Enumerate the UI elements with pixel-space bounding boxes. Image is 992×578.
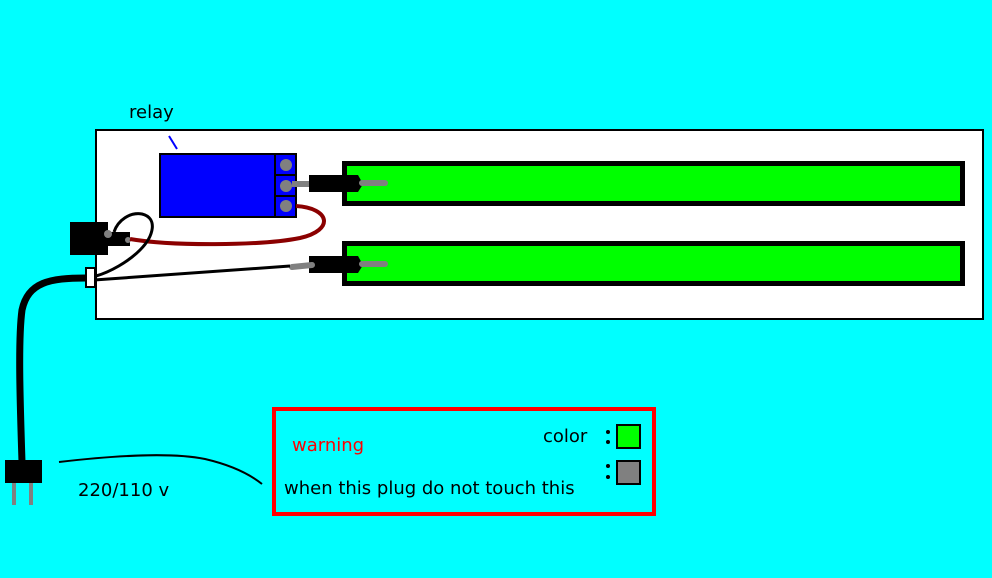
power-jack — [70, 222, 131, 255]
warning-text: when this plug do not touch this — [284, 478, 575, 499]
inline-switch — [85, 267, 96, 288]
swatch-green — [616, 424, 641, 449]
relay-terminal — [280, 159, 292, 171]
relay-pointer — [168, 135, 178, 150]
mains-cable — [16, 274, 87, 463]
color-bullets — [606, 430, 610, 479]
switch-to-connector-wire — [93, 264, 291, 282]
led-strip-bottom — [342, 241, 965, 286]
warning-box — [272, 407, 656, 516]
color-label: color — [543, 426, 588, 447]
dc-connector-bottom — [289, 256, 388, 273]
relay-module — [159, 153, 297, 218]
warning-title: warning — [292, 435, 365, 456]
relay-terminal — [280, 180, 292, 192]
led-strip-top — [342, 161, 965, 206]
dc-connector-top — [309, 175, 388, 192]
voltage-label: 220/110 v — [78, 480, 170, 501]
relay-terminal — [280, 200, 292, 212]
switch-loop-wire — [95, 212, 154, 278]
swatch-gray — [616, 460, 641, 485]
relay-wire — [129, 204, 326, 247]
warning-pointer — [58, 454, 263, 485]
relay-label: relay — [129, 102, 174, 123]
mains-plug — [5, 460, 42, 505]
